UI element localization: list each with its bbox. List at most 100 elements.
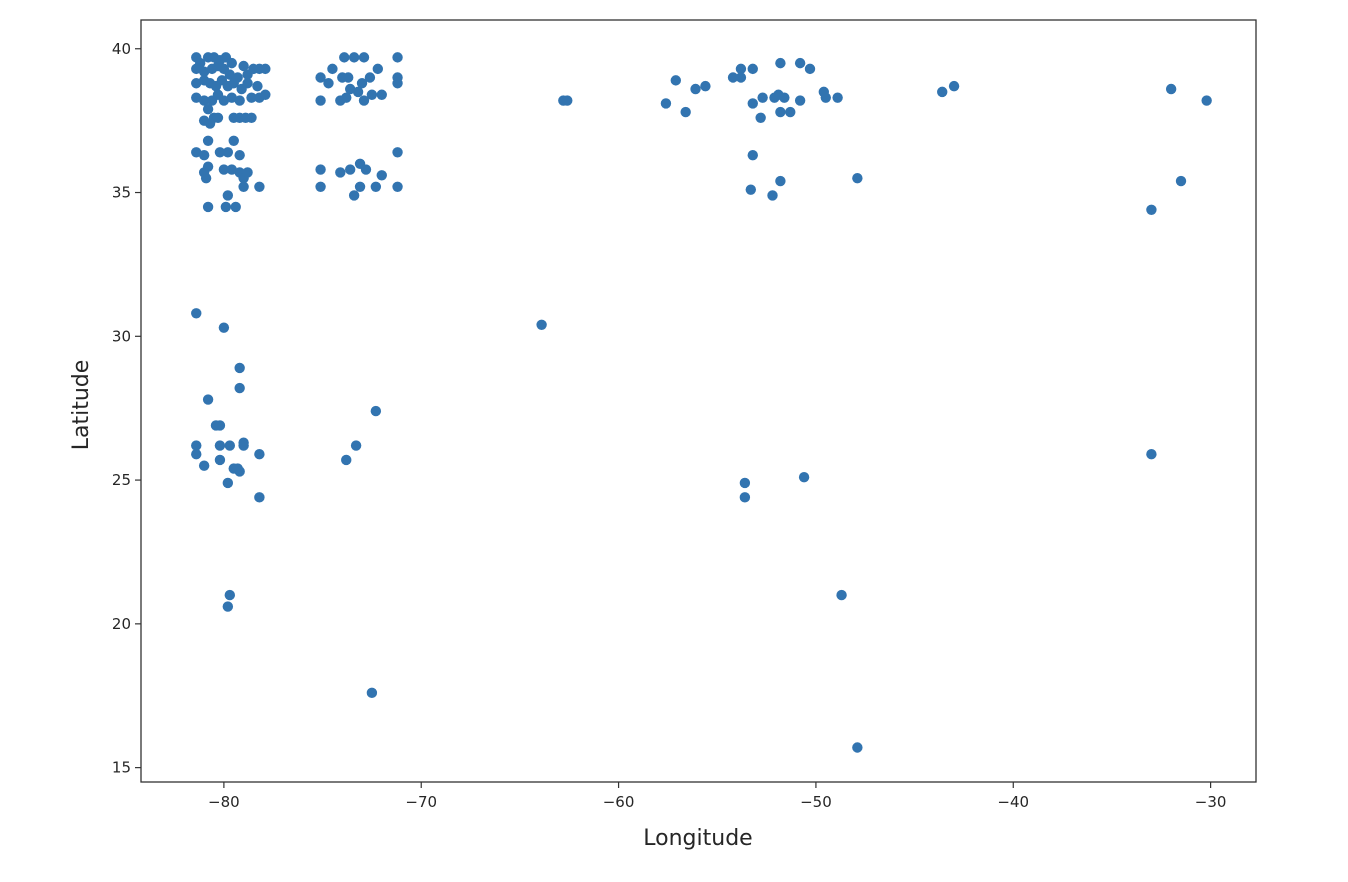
x-tick-label: −30 bbox=[1195, 793, 1227, 811]
data-point bbox=[198, 66, 210, 77]
data-point bbox=[343, 72, 354, 83]
plot-area bbox=[140, 19, 1257, 783]
data-point bbox=[224, 589, 236, 601]
data-point bbox=[212, 112, 224, 123]
data-point bbox=[234, 149, 245, 161]
data-point bbox=[214, 440, 226, 451]
data-point bbox=[246, 112, 257, 123]
data-point bbox=[222, 190, 234, 201]
data-point bbox=[198, 460, 210, 471]
data-point bbox=[775, 106, 786, 118]
data-point bbox=[228, 135, 239, 146]
data-point bbox=[832, 92, 843, 103]
data-point bbox=[224, 69, 236, 80]
data-point bbox=[191, 78, 202, 89]
x-tick-label: −80 bbox=[208, 793, 240, 811]
data-point bbox=[948, 80, 960, 92]
data-point bbox=[202, 201, 214, 213]
x-tick-label: −70 bbox=[405, 793, 437, 811]
data-point bbox=[198, 95, 210, 106]
data-point bbox=[785, 106, 796, 118]
data-point bbox=[339, 52, 350, 63]
data-point bbox=[226, 57, 237, 69]
data-points bbox=[191, 52, 1212, 753]
data-point bbox=[323, 78, 334, 89]
y-tick-label: 35 bbox=[112, 184, 131, 202]
data-point bbox=[202, 394, 214, 405]
data-point bbox=[234, 466, 245, 477]
data-point bbox=[218, 95, 230, 106]
data-point bbox=[234, 95, 245, 106]
data-point bbox=[242, 167, 253, 178]
data-point bbox=[260, 89, 271, 100]
data-point bbox=[937, 86, 948, 98]
data-point bbox=[767, 190, 778, 201]
data-point bbox=[747, 98, 758, 109]
data-point bbox=[836, 589, 847, 601]
data-point bbox=[680, 106, 691, 118]
data-point bbox=[252, 80, 263, 92]
data-point bbox=[820, 92, 831, 103]
data-point bbox=[191, 448, 202, 460]
data-point bbox=[370, 405, 382, 417]
data-point bbox=[1201, 95, 1212, 106]
data-point bbox=[562, 95, 573, 106]
data-point bbox=[350, 440, 362, 451]
data-point bbox=[246, 92, 257, 103]
data-point bbox=[660, 98, 672, 109]
data-point bbox=[392, 78, 403, 89]
data-point bbox=[356, 78, 368, 89]
data-point bbox=[335, 167, 346, 178]
data-point bbox=[354, 181, 366, 192]
data-point bbox=[1146, 204, 1157, 215]
data-point bbox=[218, 322, 230, 333]
data-point bbox=[366, 687, 378, 699]
data-point bbox=[727, 72, 739, 83]
data-point bbox=[341, 92, 352, 103]
data-point bbox=[254, 181, 265, 192]
data-point bbox=[779, 92, 790, 103]
data-point bbox=[392, 181, 403, 192]
data-point bbox=[234, 362, 245, 374]
data-point bbox=[198, 149, 210, 161]
y-tick-label: 20 bbox=[112, 615, 131, 633]
x-tick-label: −40 bbox=[997, 793, 1029, 811]
data-point bbox=[366, 89, 378, 100]
data-point bbox=[360, 164, 372, 175]
data-point bbox=[392, 52, 403, 63]
data-point bbox=[191, 92, 202, 103]
data-point bbox=[755, 112, 766, 123]
data-point bbox=[794, 57, 806, 69]
data-point bbox=[536, 319, 547, 330]
data-point bbox=[214, 420, 226, 431]
data-point bbox=[798, 472, 810, 483]
data-point bbox=[220, 201, 232, 213]
data-point bbox=[745, 184, 756, 195]
data-point bbox=[739, 492, 751, 503]
data-point bbox=[224, 440, 236, 451]
data-point bbox=[202, 135, 214, 146]
data-point bbox=[700, 80, 711, 92]
data-point bbox=[804, 63, 816, 75]
data-point bbox=[228, 78, 239, 89]
data-point bbox=[260, 63, 271, 75]
data-point bbox=[222, 601, 234, 612]
y-axis-ticks: 15 20 25 30 35 40 bbox=[112, 40, 141, 777]
data-point bbox=[775, 175, 786, 187]
data-point bbox=[747, 149, 758, 161]
data-point bbox=[852, 742, 863, 753]
data-point bbox=[327, 63, 338, 75]
data-point bbox=[238, 440, 249, 451]
data-point bbox=[739, 477, 751, 489]
data-point bbox=[242, 78, 253, 89]
data-point bbox=[230, 201, 241, 213]
x-tick-label: −60 bbox=[603, 793, 635, 811]
y-tick-label: 15 bbox=[112, 759, 131, 777]
data-point bbox=[315, 95, 326, 106]
data-point bbox=[1146, 448, 1157, 460]
data-point bbox=[392, 147, 403, 158]
data-point bbox=[315, 72, 326, 83]
data-point bbox=[218, 164, 230, 175]
data-point bbox=[200, 172, 212, 184]
